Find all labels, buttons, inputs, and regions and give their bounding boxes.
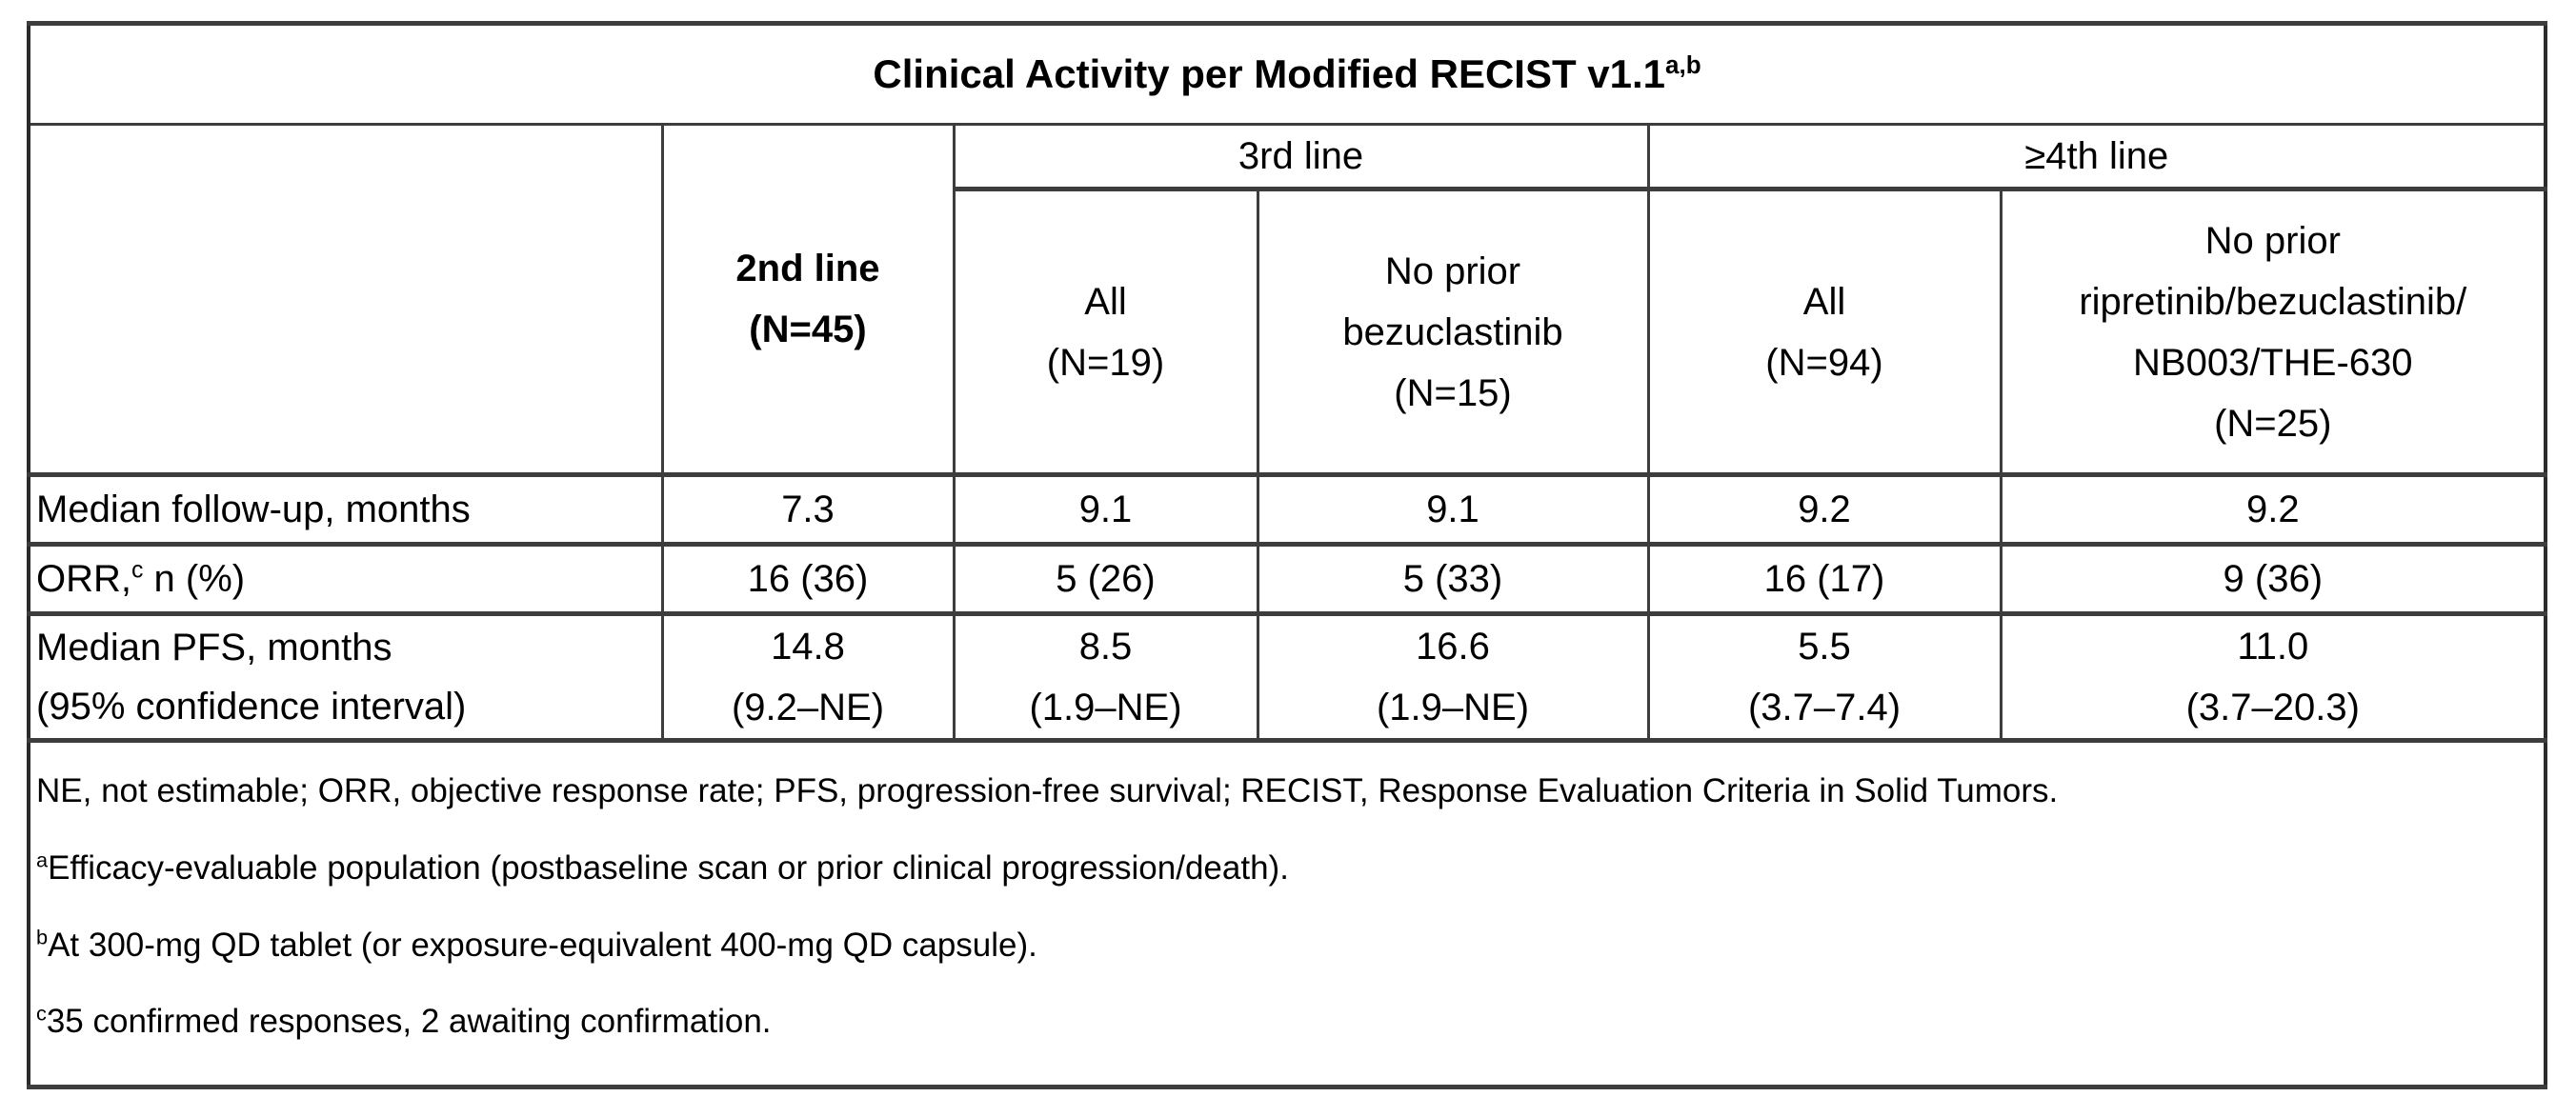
pfs-ci: (3.7–7.4) (1747, 687, 1902, 728)
footnote-row: NE, not estimable; ORR, objective respon… (27, 738, 2547, 1089)
row-label-median-followup: Median follow-up, months (27, 472, 664, 547)
group-header-4th-line: ≥4th line (1646, 123, 2547, 191)
table-row-orr: ORR,c n (%) 16 (36) 5 (26) 5 (33) 16 (17… (27, 542, 2547, 616)
col-header-line: (N=94) (1765, 341, 1883, 384)
data-cell-followup-4th-all: 9.2 (1646, 472, 2002, 547)
col-header-2nd-line: 2nd line (N=45) (660, 123, 956, 477)
col-header-4th-no-prior: No prior ripretinib/bezuclastinib/ NB003… (1999, 187, 2547, 477)
table-title: Clinical Activity per Modified RECIST v1… (873, 51, 1666, 97)
pfs-value: 8.5 (1078, 626, 1133, 668)
col-header-3rd-no-prior-bezuclastinib: No prior bezuclastinib (N=15) (1256, 187, 1650, 477)
pfs-value: 16.6 (1416, 626, 1490, 668)
footnote-a-text: Efficacy-evaluable population (postbasel… (48, 848, 1289, 887)
orr-label-text: ORR, (36, 558, 131, 600)
clinical-activity-table: Clinical Activity per Modified RECIST v1… (27, 21, 2548, 1089)
data-cell-followup-3rd-all: 9.1 (952, 472, 1259, 547)
col-header-line: bezuclastinib (1342, 310, 1563, 353)
data-cell-followup-2nd: 7.3 (660, 472, 956, 547)
data-cell-orr-4th-no-prior: 9 (36) (1999, 542, 2547, 616)
orr-label-superscript: c (131, 557, 144, 584)
footnote-a: aEfficacy-evaluable population (postbase… (36, 845, 2530, 893)
orr-label-text: n (%) (143, 558, 246, 600)
data-cell-pfs-4th-all: 5.5 (3.7–7.4) (1646, 611, 2002, 743)
col-header-line: All (1802, 280, 1846, 323)
title-row: Clinical Activity per Modified RECIST v1… (27, 21, 2547, 126)
group-header-3rd-line: 3rd line (952, 123, 1650, 191)
pfs-ci: (3.7–20.3) (2185, 687, 2360, 728)
pfs-label-line: (95% confidence interval) (36, 686, 467, 728)
row-label-orr: ORR,c n (%) (27, 542, 664, 616)
col-header-line: NB003/THE-630 (2133, 341, 2413, 384)
pfs-ci: (9.2–NE) (731, 687, 885, 728)
table-row-median-pfs: Median PFS, months (95% confidence inter… (27, 611, 2547, 743)
subheader-row: All (N=19) No prior bezuclastinib (N=15)… (29, 187, 2547, 477)
data-cell-pfs-4th-no-prior: 11.0 (3.7–20.3) (1999, 611, 2547, 743)
row-label-median-pfs: Median PFS, months (95% confidence inter… (27, 611, 664, 743)
data-cell-pfs-3rd-all: 8.5 (1.9–NE) (952, 611, 1259, 743)
footnote-c-marker: c (36, 1001, 47, 1026)
col-header-4th-all: All (N=94) (1646, 187, 2002, 477)
corner-cell (27, 123, 664, 477)
table-title-superscript: a,b (1665, 50, 1701, 80)
col-header-line: ripretinib/bezuclastinib/ (2079, 280, 2467, 323)
footnote-b: bAt 300-mg QD tablet (or exposure-equiva… (36, 922, 2530, 970)
col-header-line: 2nd line (735, 248, 880, 289)
data-cell-followup-3rd-no-prior: 9.1 (1256, 472, 1650, 547)
data-cell-orr-2nd: 16 (36) (660, 542, 956, 616)
table-title-cell: Clinical Activity per Modified RECIST v1… (27, 21, 2547, 126)
pfs-label-line: Median PFS, months (36, 627, 392, 668)
col-header-line: All (1084, 280, 1127, 323)
col-header-line: (N=19) (1046, 341, 1165, 384)
col-header-line: (N=45) (749, 309, 867, 350)
data-cell-followup-4th-no-prior: 9.2 (1999, 472, 2547, 547)
pfs-value: 5.5 (1798, 626, 1851, 668)
col-header-line: (N=25) (2214, 402, 2332, 445)
col-header-line: No prior (2204, 219, 2341, 262)
table-row-median-followup: Median follow-up, months 7.3 9.1 9.1 9.2… (27, 472, 2547, 547)
col-header-line: (N=15) (1394, 371, 1512, 414)
pfs-value: 14.8 (771, 626, 845, 668)
footnote-c-text: 35 confirmed responses, 2 awaiting confi… (46, 1003, 772, 1041)
footnote-b-text: At 300-mg QD tablet (or exposure-equival… (48, 926, 1037, 964)
pfs-ci: (1.9–NE) (1376, 687, 1530, 728)
data-cell-orr-3rd-all: 5 (26) (952, 542, 1259, 616)
data-cell-pfs-2nd: 14.8 (9.2–NE) (660, 611, 956, 743)
footnote-abbreviations: NE, not estimable; ORR, objective respon… (36, 772, 2059, 809)
pfs-value: 11.0 (2237, 626, 2309, 668)
footnote-b-marker: b (36, 924, 49, 948)
pfs-ci: (1.9–NE) (1029, 687, 1182, 728)
col-header-3rd-all: All (N=19) (952, 187, 1259, 477)
col-header-line: No prior (1384, 249, 1521, 292)
footnote-c: c35 confirmed responses, 2 awaiting conf… (36, 998, 2530, 1047)
data-cell-orr-4th-all: 16 (17) (1646, 542, 2002, 616)
footnote-a-marker: a (36, 848, 49, 872)
group-header-row: 2nd line (N=45) 3rd line ≥4th line (27, 123, 2547, 477)
data-cell-pfs-3rd-no-prior: 16.6 (1.9–NE) (1256, 611, 1650, 743)
footnote-cell: NE, not estimable; ORR, objective respon… (27, 738, 2547, 1089)
data-cell-orr-3rd-no-prior: 5 (33) (1256, 542, 1650, 616)
